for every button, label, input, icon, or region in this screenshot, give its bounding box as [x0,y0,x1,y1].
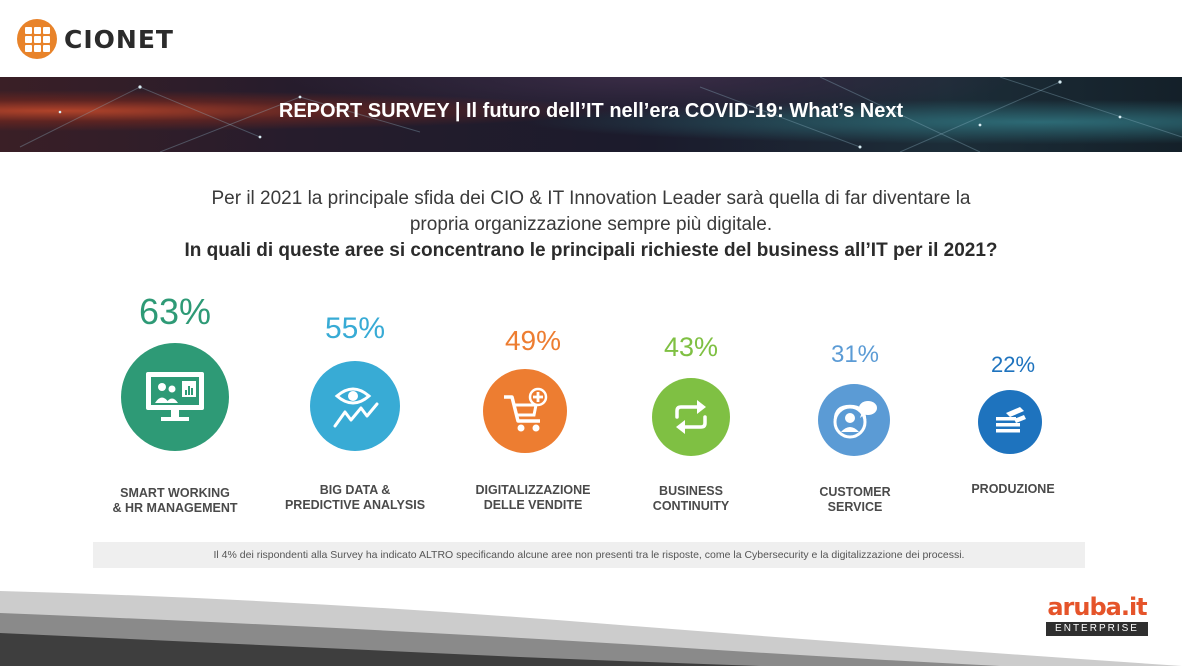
brand-name: CIONET [64,24,174,54]
report-banner: REPORT SURVEY | Il futuro dell’IT nell’e… [0,77,1182,152]
intro-line-2: propria organizzazione sempre più digita… [409,214,773,235]
cionet-logo-mark [17,19,57,59]
aruba-enterprise-logo[interactable]: aruba.it ENTERPRISE [1046,594,1148,636]
area-percent: 31% [830,341,880,368]
area-label-line-2: & HR MANAGEMENT [112,501,238,515]
area-produzione: 22% PRODUZIONE [923,290,1103,530]
area-percent: 43% [663,332,719,362]
area-label-line-1: PRODUZIONE [971,482,1055,496]
area-label-line-2: CONTINUITY [652,499,730,513]
support-agent-icon [818,384,890,456]
area-smart-working: 63% SMART WORKING & HR MANAGEMENT [85,290,265,530]
aruba-brand-name: aruba.it [1047,593,1147,621]
area-percent: 22% [990,352,1036,377]
area-big-data: 55% BIG DATA & PREDICTIVE ANALYSIS [265,290,445,530]
area-label-line-2: SERVICE [827,500,883,514]
presentation-icon [121,343,229,451]
area-label-line-1: CUSTOMER [819,485,891,499]
cionet-logo[interactable]: CIONET [17,19,174,59]
repeat-arrows-icon [652,378,730,456]
banner-title: REPORT SURVEY | Il futuro dell’IT nell’e… [278,100,904,122]
network-lines-decoration [19,77,1182,152]
footer-wave-decoration [0,591,1182,666]
area-percent: 55% [324,312,386,345]
stacked-layers-icon [978,390,1042,454]
area-label-line-2: PREDICTIVE ANALYSIS [284,498,426,512]
intro-text: Per il 2021 la principale sfida dei CIO … [0,186,1182,238]
cart-plus-icon [483,369,567,453]
area-percent: 49% [504,325,562,356]
area-label-line-2: DELLE VENDITE [483,498,583,512]
area-label-line-1: SMART WORKING [120,486,230,500]
area-label-line-1: BIG DATA & [319,483,391,497]
area-digitalizzazione-vendite: 49% DIGITALIZZAZIONE DELLE VENDITE [443,290,623,530]
area-label-line-1: BUSINESS [659,484,723,498]
area-business-continuity: 43% BUSINESS CONTINUITY [601,290,781,530]
intro-line-1: Per il 2021 la principale sfida dei CIO … [211,188,971,209]
area-label-line-1: DIGITALIZZAZIONE [475,483,591,497]
area-customer-service: 31% CUSTOMER SERVICE [765,290,945,530]
survey-note: Il 4% dei rispondenti alla Survey ha ind… [93,542,1085,568]
eye-trend-icon [310,361,400,451]
aruba-tagline: ENTERPRISE [1046,622,1148,636]
survey-question: In quali di queste aree si concentrano l… [184,240,998,261]
area-percent: 63% [138,291,212,332]
